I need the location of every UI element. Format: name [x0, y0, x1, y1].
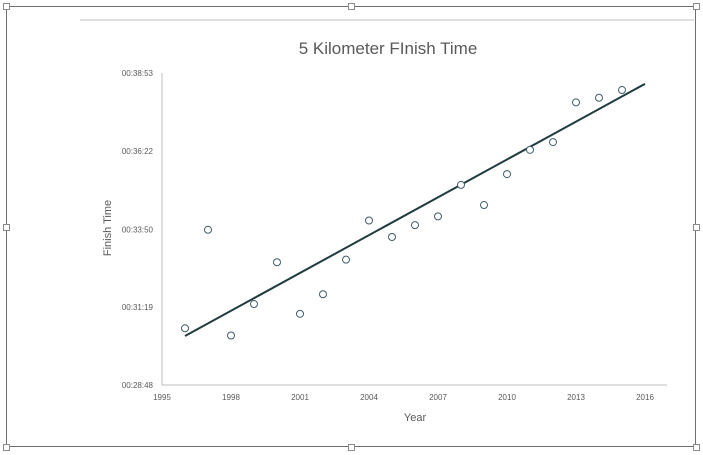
resize-handle-top-left[interactable] [3, 3, 10, 10]
y-tick-label: 00:31:19 [122, 303, 154, 312]
x-tick-label: 2013 [567, 393, 585, 402]
x-tick-label: 2007 [429, 393, 447, 402]
y-tick-label: 00:33:50 [122, 225, 154, 234]
x-tick-labels: 1995 1998 2001 2004 2007 2010 2013 2016 [153, 393, 654, 402]
data-points [181, 86, 626, 340]
x-tick-label: 2001 [291, 393, 309, 402]
resize-handle-top-right[interactable] [693, 3, 700, 10]
data-point [572, 98, 580, 107]
data-point [227, 331, 235, 340]
x-axis-title: Year [404, 412, 427, 424]
data-point [296, 309, 304, 318]
data-point [204, 225, 212, 234]
data-point [411, 221, 419, 230]
data-point [273, 258, 281, 267]
resize-handle-bottom[interactable] [348, 444, 355, 451]
trendline [184, 82, 646, 337]
data-point [549, 138, 557, 147]
y-axis-title: Finish Time [102, 200, 114, 256]
resize-handle-left[interactable] [3, 224, 10, 231]
resize-handle-bottom-left[interactable] [3, 444, 10, 451]
resize-handle-right[interactable] [693, 224, 700, 231]
data-point [503, 170, 511, 179]
resize-handle-top[interactable] [348, 3, 355, 10]
data-point [526, 145, 534, 154]
x-tick-label: 2016 [636, 393, 654, 402]
data-point [250, 300, 258, 309]
x-tick-label: 1998 [222, 393, 240, 402]
y-tick-labels: 00:28:48 00:31:19 00:33:50 00:36:22 00:38:53 [122, 69, 154, 390]
x-tick-label: 1995 [153, 393, 171, 402]
data-point [480, 201, 488, 210]
data-point [595, 93, 603, 102]
y-tick-label: 00:28:48 [122, 381, 154, 390]
data-point [342, 255, 350, 264]
data-point [319, 290, 327, 299]
resize-handle-bottom-right[interactable] [693, 444, 700, 451]
x-tick-label: 2004 [360, 393, 378, 402]
data-point [388, 232, 396, 241]
x-tick-label: 2010 [498, 393, 516, 402]
chart-title: 5 Kilometer FInish Time [299, 39, 478, 58]
data-point [434, 212, 442, 221]
data-point [365, 216, 373, 225]
y-tick-label: 00:36:22 [122, 147, 154, 156]
data-point [457, 180, 465, 189]
data-point [618, 86, 626, 95]
y-tick-label: 00:38:53 [122, 69, 154, 78]
data-point [181, 324, 189, 333]
